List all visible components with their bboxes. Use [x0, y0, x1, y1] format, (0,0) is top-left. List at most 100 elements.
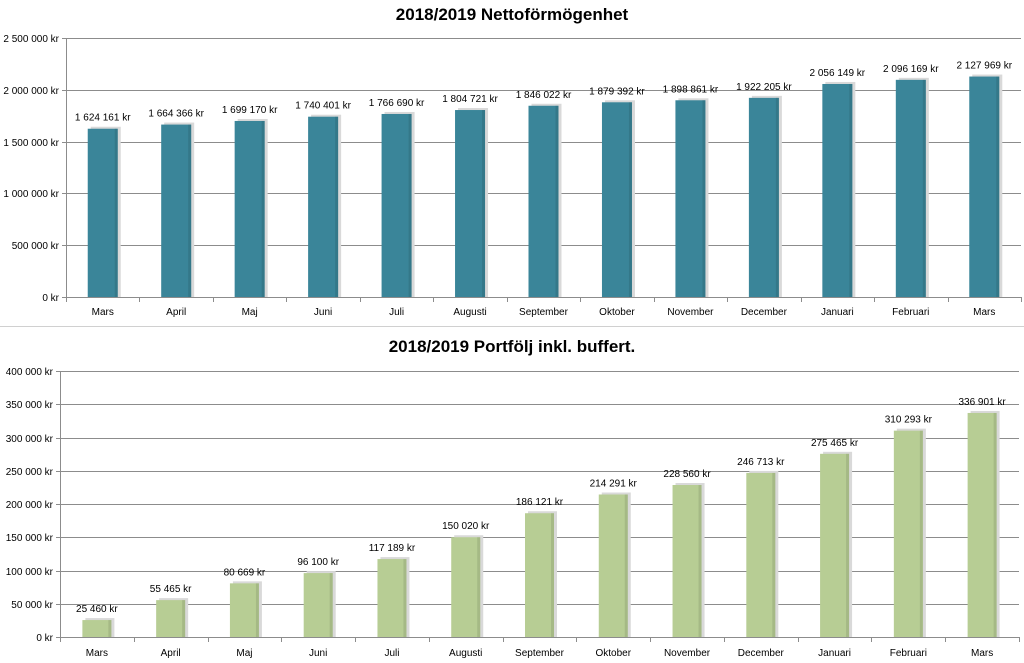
y-tick-label: 0 kr — [42, 293, 59, 304]
bar-edge — [555, 105, 559, 297]
chart-portfolio: 2018/2019 Portfölj inkl. buffert. 0 kr 50 … — [6, 337, 1020, 659]
x-tick-label: Februari — [892, 307, 929, 318]
bar — [675, 100, 706, 297]
x-tick-label: November — [667, 307, 714, 318]
bar-edge — [772, 472, 776, 637]
bar — [969, 76, 1000, 297]
x-tick-label: Mars — [86, 648, 108, 659]
y-tick-label: 0 kr — [36, 633, 53, 644]
bar — [528, 105, 559, 297]
bar — [748, 97, 779, 298]
bar-edge — [993, 412, 997, 637]
data-label: 55 465 kr — [150, 584, 192, 595]
bar-edge — [408, 113, 412, 297]
bar-edge — [849, 83, 853, 297]
x-tick-label: Juli — [384, 648, 399, 659]
data-label: 186 121 kr — [516, 497, 564, 508]
y-tick-label: 2 500 000 kr — [3, 34, 59, 45]
bar — [455, 110, 486, 297]
y-tick-label: 1 500 000 kr — [3, 138, 59, 149]
x-tick-label: April — [166, 307, 186, 318]
bar-edge — [996, 76, 1000, 297]
data-label: 1 922 205 kr — [736, 82, 792, 93]
x-tick-label: September — [515, 648, 565, 659]
bar — [525, 513, 554, 637]
bar-edge — [182, 600, 186, 637]
x-tick-label: December — [738, 648, 785, 659]
x-tick-label: Maj — [236, 648, 252, 659]
data-label: 1 740 401 kr — [295, 101, 351, 112]
data-label: 1 898 861 kr — [663, 84, 719, 95]
data-label: 1 879 392 kr — [589, 86, 645, 97]
bar — [893, 430, 923, 637]
x-tick-label: Mars — [92, 307, 114, 318]
y-tick-label: 1 000 000 kr — [3, 189, 59, 200]
data-label: 80 669 kr — [224, 567, 266, 578]
data-label: 25 460 kr — [76, 604, 118, 615]
bar-edge — [702, 100, 706, 297]
bar-edge — [261, 120, 265, 297]
bar — [672, 485, 702, 637]
bar — [82, 620, 112, 637]
data-label: 2 096 169 kr — [883, 64, 939, 75]
bar-edge — [255, 583, 259, 637]
bar — [229, 583, 259, 637]
data-label: 214 291 kr — [590, 478, 638, 489]
x-tick-label: Juli — [389, 307, 404, 318]
bar-edge — [114, 128, 118, 297]
x-tick-label: Mars — [971, 648, 993, 659]
bar — [746, 472, 776, 637]
bar-edge — [188, 124, 192, 297]
y-tick-label: 50 000 kr — [11, 600, 53, 611]
bar-edge — [108, 620, 112, 637]
y-tick-label: 400 000 kr — [6, 367, 54, 378]
bar — [161, 124, 192, 297]
chart-title: 2018/2019 Portfölj inkl. buffert. — [389, 337, 636, 356]
bar — [601, 102, 632, 298]
bar-edge — [922, 79, 926, 298]
y-tick-label: 350 000 kr — [6, 400, 54, 411]
bar — [377, 559, 407, 637]
y-tick-label: 300 000 kr — [6, 434, 54, 445]
data-label: 275 465 kr — [811, 438, 859, 449]
x-tick-label: Maj — [242, 307, 258, 318]
data-label: 1 664 366 kr — [148, 109, 204, 120]
bar-edge — [477, 537, 481, 637]
x-tick-label: December — [741, 307, 788, 318]
bar — [156, 600, 186, 637]
bar — [822, 83, 853, 297]
bar — [895, 79, 926, 298]
y-tick-label: 2 000 000 kr — [3, 86, 59, 97]
x-tick-label: Januari — [818, 648, 851, 659]
y-tick-label: 250 000 kr — [6, 467, 54, 478]
bar-edge — [335, 116, 339, 297]
data-label: 1 804 721 kr — [442, 94, 498, 105]
data-label: 336 901 kr — [958, 397, 1006, 408]
x-tick-label: Juni — [309, 648, 327, 659]
panel-divider — [0, 326, 1024, 327]
data-label: 117 189 kr — [369, 543, 416, 554]
data-label: 228 560 kr — [663, 469, 711, 480]
y-tick-label: 100 000 kr — [6, 567, 54, 578]
x-tick-label: Juni — [314, 307, 332, 318]
x-tick-label: Augusti — [449, 648, 482, 659]
data-label: 96 100 kr — [297, 557, 339, 568]
data-label: 2 127 969 kr — [956, 61, 1012, 72]
data-label: 1 846 022 kr — [516, 90, 572, 101]
bar — [87, 128, 118, 297]
bar — [598, 494, 628, 637]
data-label: 246 713 kr — [737, 457, 785, 468]
bar-edge — [624, 494, 628, 637]
x-tick-label: September — [519, 307, 569, 318]
bar-edge — [403, 559, 407, 637]
bar — [234, 120, 265, 297]
chart-networth: 2018/2019 Nettoförmögenhet 0 kr 500 000 kr… — [3, 5, 1022, 318]
bar — [381, 113, 412, 297]
bar-edge — [775, 97, 779, 298]
bar — [308, 116, 339, 297]
data-label: 1 699 170 kr — [222, 105, 278, 116]
bar-edge — [846, 453, 850, 637]
x-tick-label: November — [664, 648, 711, 659]
bar — [451, 537, 481, 637]
